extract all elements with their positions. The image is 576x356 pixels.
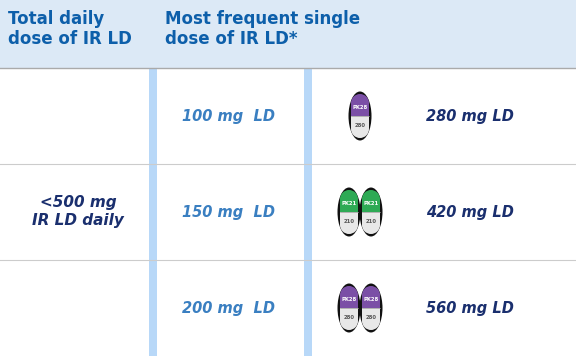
Text: 100 mg  LD: 100 mg LD [181, 109, 275, 124]
Wedge shape [340, 225, 358, 234]
Text: PK21: PK21 [342, 201, 357, 206]
Bar [362, 212, 380, 225]
Bar [149, 68, 157, 356]
Ellipse shape [338, 283, 361, 333]
Text: 210: 210 [343, 219, 354, 224]
Wedge shape [362, 190, 380, 199]
Bar [340, 199, 358, 212]
Text: 280: 280 [366, 315, 377, 320]
Text: dose of IR LD: dose of IR LD [8, 30, 132, 48]
Text: 560 mg LD: 560 mg LD [426, 300, 514, 315]
Text: 420 mg LD: 420 mg LD [426, 204, 514, 220]
Bar [304, 68, 312, 356]
Text: PK28: PK28 [363, 297, 378, 302]
Text: Total daily: Total daily [8, 10, 104, 28]
Wedge shape [362, 286, 380, 295]
Ellipse shape [338, 188, 361, 236]
Bar [362, 199, 380, 212]
Text: dose of IR LD*: dose of IR LD* [165, 30, 297, 48]
Bar [0, 0, 576, 68]
Wedge shape [351, 129, 369, 138]
Text: <500 mg: <500 mg [40, 195, 116, 210]
Text: 280 mg LD: 280 mg LD [426, 109, 514, 124]
Wedge shape [362, 225, 380, 234]
Bar [351, 116, 369, 129]
Bar [351, 103, 369, 116]
Bar [340, 295, 358, 308]
Text: Most frequent single: Most frequent single [165, 10, 360, 28]
Wedge shape [351, 94, 369, 103]
Ellipse shape [359, 283, 382, 333]
Text: PK21: PK21 [363, 201, 378, 206]
Ellipse shape [348, 91, 372, 141]
Text: IR LD daily: IR LD daily [32, 214, 124, 229]
Wedge shape [362, 321, 380, 330]
Bar [340, 212, 358, 225]
Wedge shape [340, 321, 358, 330]
Text: 200 mg  LD: 200 mg LD [181, 300, 275, 315]
Bar [362, 295, 380, 308]
Ellipse shape [359, 188, 382, 236]
Text: 150 mg  LD: 150 mg LD [181, 204, 275, 220]
Text: 280: 280 [343, 315, 354, 320]
Text: 280: 280 [354, 123, 366, 128]
Text: PK28: PK28 [342, 297, 357, 302]
Bar [340, 308, 358, 321]
Text: PK28: PK28 [353, 105, 367, 110]
Bar [362, 308, 380, 321]
Text: 210: 210 [366, 219, 377, 224]
Wedge shape [340, 190, 358, 199]
Wedge shape [340, 286, 358, 295]
